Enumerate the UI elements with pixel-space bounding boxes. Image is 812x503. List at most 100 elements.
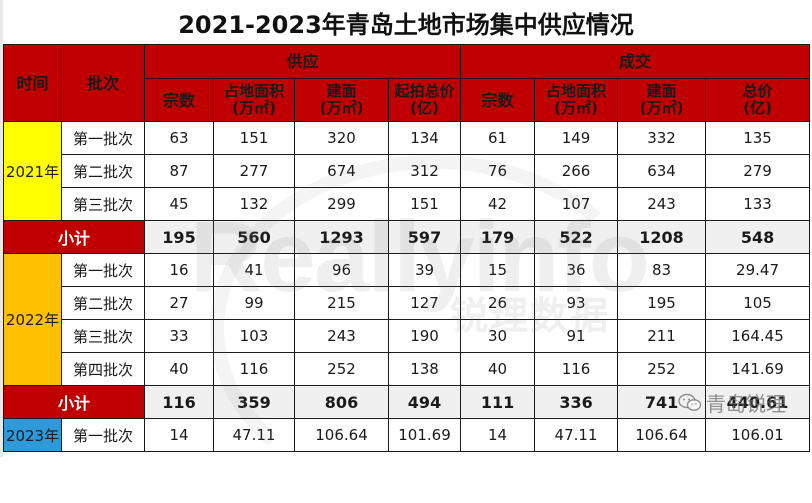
value-cell: 47.11 (213, 418, 295, 452)
value-cell: 138 (387, 352, 462, 386)
batch-cell: 第二批次 (61, 286, 145, 320)
header-supply-count: 宗数 (144, 78, 214, 122)
table-row: 2021年 第一批次 63 151 320 134 61 149 332 135 (3, 121, 811, 221)
value-cell: 47.11 (534, 418, 619, 452)
value-cell: 312 (387, 154, 462, 188)
year-2023-cell: 2023年 (3, 418, 62, 452)
batch-cell: 第三批次 (61, 319, 145, 353)
value-cell: 99 (213, 286, 295, 320)
value-cell: 277 (213, 154, 295, 188)
value-cell: 45 (144, 187, 214, 221)
value-cell: 116 (213, 352, 295, 386)
value-cell: 36 (534, 253, 619, 287)
value-cell: 134 (387, 121, 462, 155)
table-row: 第三批次 33 103 243 190 30 91 211 164.45 (4, 319, 811, 353)
value-cell: 76 (460, 154, 536, 188)
header-deal-total-price: 总价 (亿) (705, 78, 811, 122)
batch-cell: 第一批次 (61, 418, 145, 452)
value-cell: 252 (617, 352, 707, 386)
subtotal-value: 560 (213, 220, 295, 254)
value-cell: 116 (534, 352, 619, 386)
subtotal-value: 116 (144, 385, 214, 419)
value-cell: 40 (460, 352, 536, 386)
subtotal-value: 548 (705, 220, 811, 254)
batch-cell: 第二批次 (61, 154, 145, 188)
subtotal-label: 小计 (3, 220, 145, 254)
table-row: 第三批次 45 132 299 151 42 107 243 133 (4, 187, 811, 221)
header-supply-floor-area: 建面 (万㎡) (294, 78, 389, 122)
subtotal-value: 440.61 (705, 385, 811, 419)
value-cell: 33 (144, 319, 214, 353)
value-cell: 14 (460, 418, 536, 452)
header-supply-start-price: 起拍总价 (亿) (387, 78, 462, 122)
table-row: 2022年 第一批次 16 41 96 39 15 36 83 29.47 (3, 253, 811, 386)
subtotal-value: 1208 (617, 220, 707, 254)
value-cell: 243 (294, 319, 389, 353)
value-cell: 190 (387, 319, 462, 353)
value-cell: 105 (705, 286, 811, 320)
subtotal-value: 195 (144, 220, 214, 254)
header-batch: 批次 (61, 44, 145, 122)
value-cell: 151 (387, 187, 462, 221)
value-cell: 14 (144, 418, 214, 452)
value-cell: 30 (460, 319, 536, 353)
value-cell: 29.47 (705, 253, 811, 287)
value-cell: 63 (144, 121, 214, 155)
value-cell: 96 (294, 253, 389, 287)
value-cell: 107 (534, 187, 619, 221)
subtotal-value: 597 (387, 220, 462, 254)
subtotal-value: 1293 (294, 220, 389, 254)
header-deal-land-area: 占地面积 (万㎡) (534, 78, 619, 122)
value-cell: 211 (617, 319, 707, 353)
page-title: 2021-2023年青岛土地市场集中供应情况 (178, 10, 634, 39)
year-2021-cell: 2021年 (3, 121, 62, 221)
value-cell: 135 (705, 121, 811, 155)
table-row: 第二批次 87 277 674 312 76 266 634 279 (4, 154, 811, 188)
value-cell: 132 (213, 187, 295, 221)
value-cell: 87 (144, 154, 214, 188)
value-cell: 332 (617, 121, 707, 155)
header-deal-count: 宗数 (460, 78, 536, 122)
value-cell: 83 (617, 253, 707, 287)
land-supply-table: 时间 批次 供应 成交 宗数 占地面积 (万㎡) 建面 (万㎡) 起拍总价 (亿) 宗… (3, 44, 811, 452)
header-deal-floor-area: 建面 (万㎡) (617, 78, 707, 122)
subtotal-value: 741 (617, 385, 707, 419)
value-cell: 42 (460, 187, 536, 221)
value-cell: 41 (213, 253, 295, 287)
value-cell: 101.69 (387, 418, 462, 452)
subtotal-value: 336 (534, 385, 619, 419)
value-cell: 279 (705, 154, 811, 188)
table-row: 2023年 第一批次 14 47.11 106.64 101.69 14 47.… (3, 418, 811, 452)
header-supply: 供应 (143, 44, 462, 79)
header-time: 时间 (3, 44, 62, 122)
subtotal-value: 359 (213, 385, 295, 419)
value-cell: 149 (534, 121, 619, 155)
value-cell: 61 (460, 121, 536, 155)
value-cell: 133 (705, 187, 811, 221)
value-cell: 151 (213, 121, 295, 155)
value-cell: 106.01 (705, 418, 811, 452)
value-cell: 266 (534, 154, 619, 188)
batch-cell: 第一批次 (61, 253, 145, 287)
value-cell: 16 (144, 253, 214, 287)
value-cell: 215 (294, 286, 389, 320)
batch-cell: 第四批次 (61, 352, 145, 386)
batch-cell: 第一批次 (61, 121, 145, 155)
value-cell: 26 (460, 286, 536, 320)
value-cell: 93 (534, 286, 619, 320)
value-cell: 243 (617, 187, 707, 221)
value-cell: 674 (294, 154, 389, 188)
value-cell: 252 (294, 352, 389, 386)
value-cell: 106.64 (294, 418, 389, 452)
value-cell: 195 (617, 286, 707, 320)
value-cell: 320 (294, 121, 389, 155)
table-row: 第二批次 27 99 215 127 26 93 195 105 (4, 286, 811, 320)
subtotal-row-2021: 小计 195 560 1293 597 179 522 1208 548 (3, 220, 811, 254)
header-deal: 成交 (460, 44, 811, 79)
header-supply-land-area: 占地面积 (万㎡) (213, 78, 295, 122)
value-cell: 299 (294, 187, 389, 221)
table-row: 第四批次 40 116 252 138 40 116 252 141.69 (4, 352, 811, 386)
subtotal-value: 111 (460, 385, 536, 419)
subtotal-label: 小计 (3, 385, 145, 419)
value-cell: 634 (617, 154, 707, 188)
